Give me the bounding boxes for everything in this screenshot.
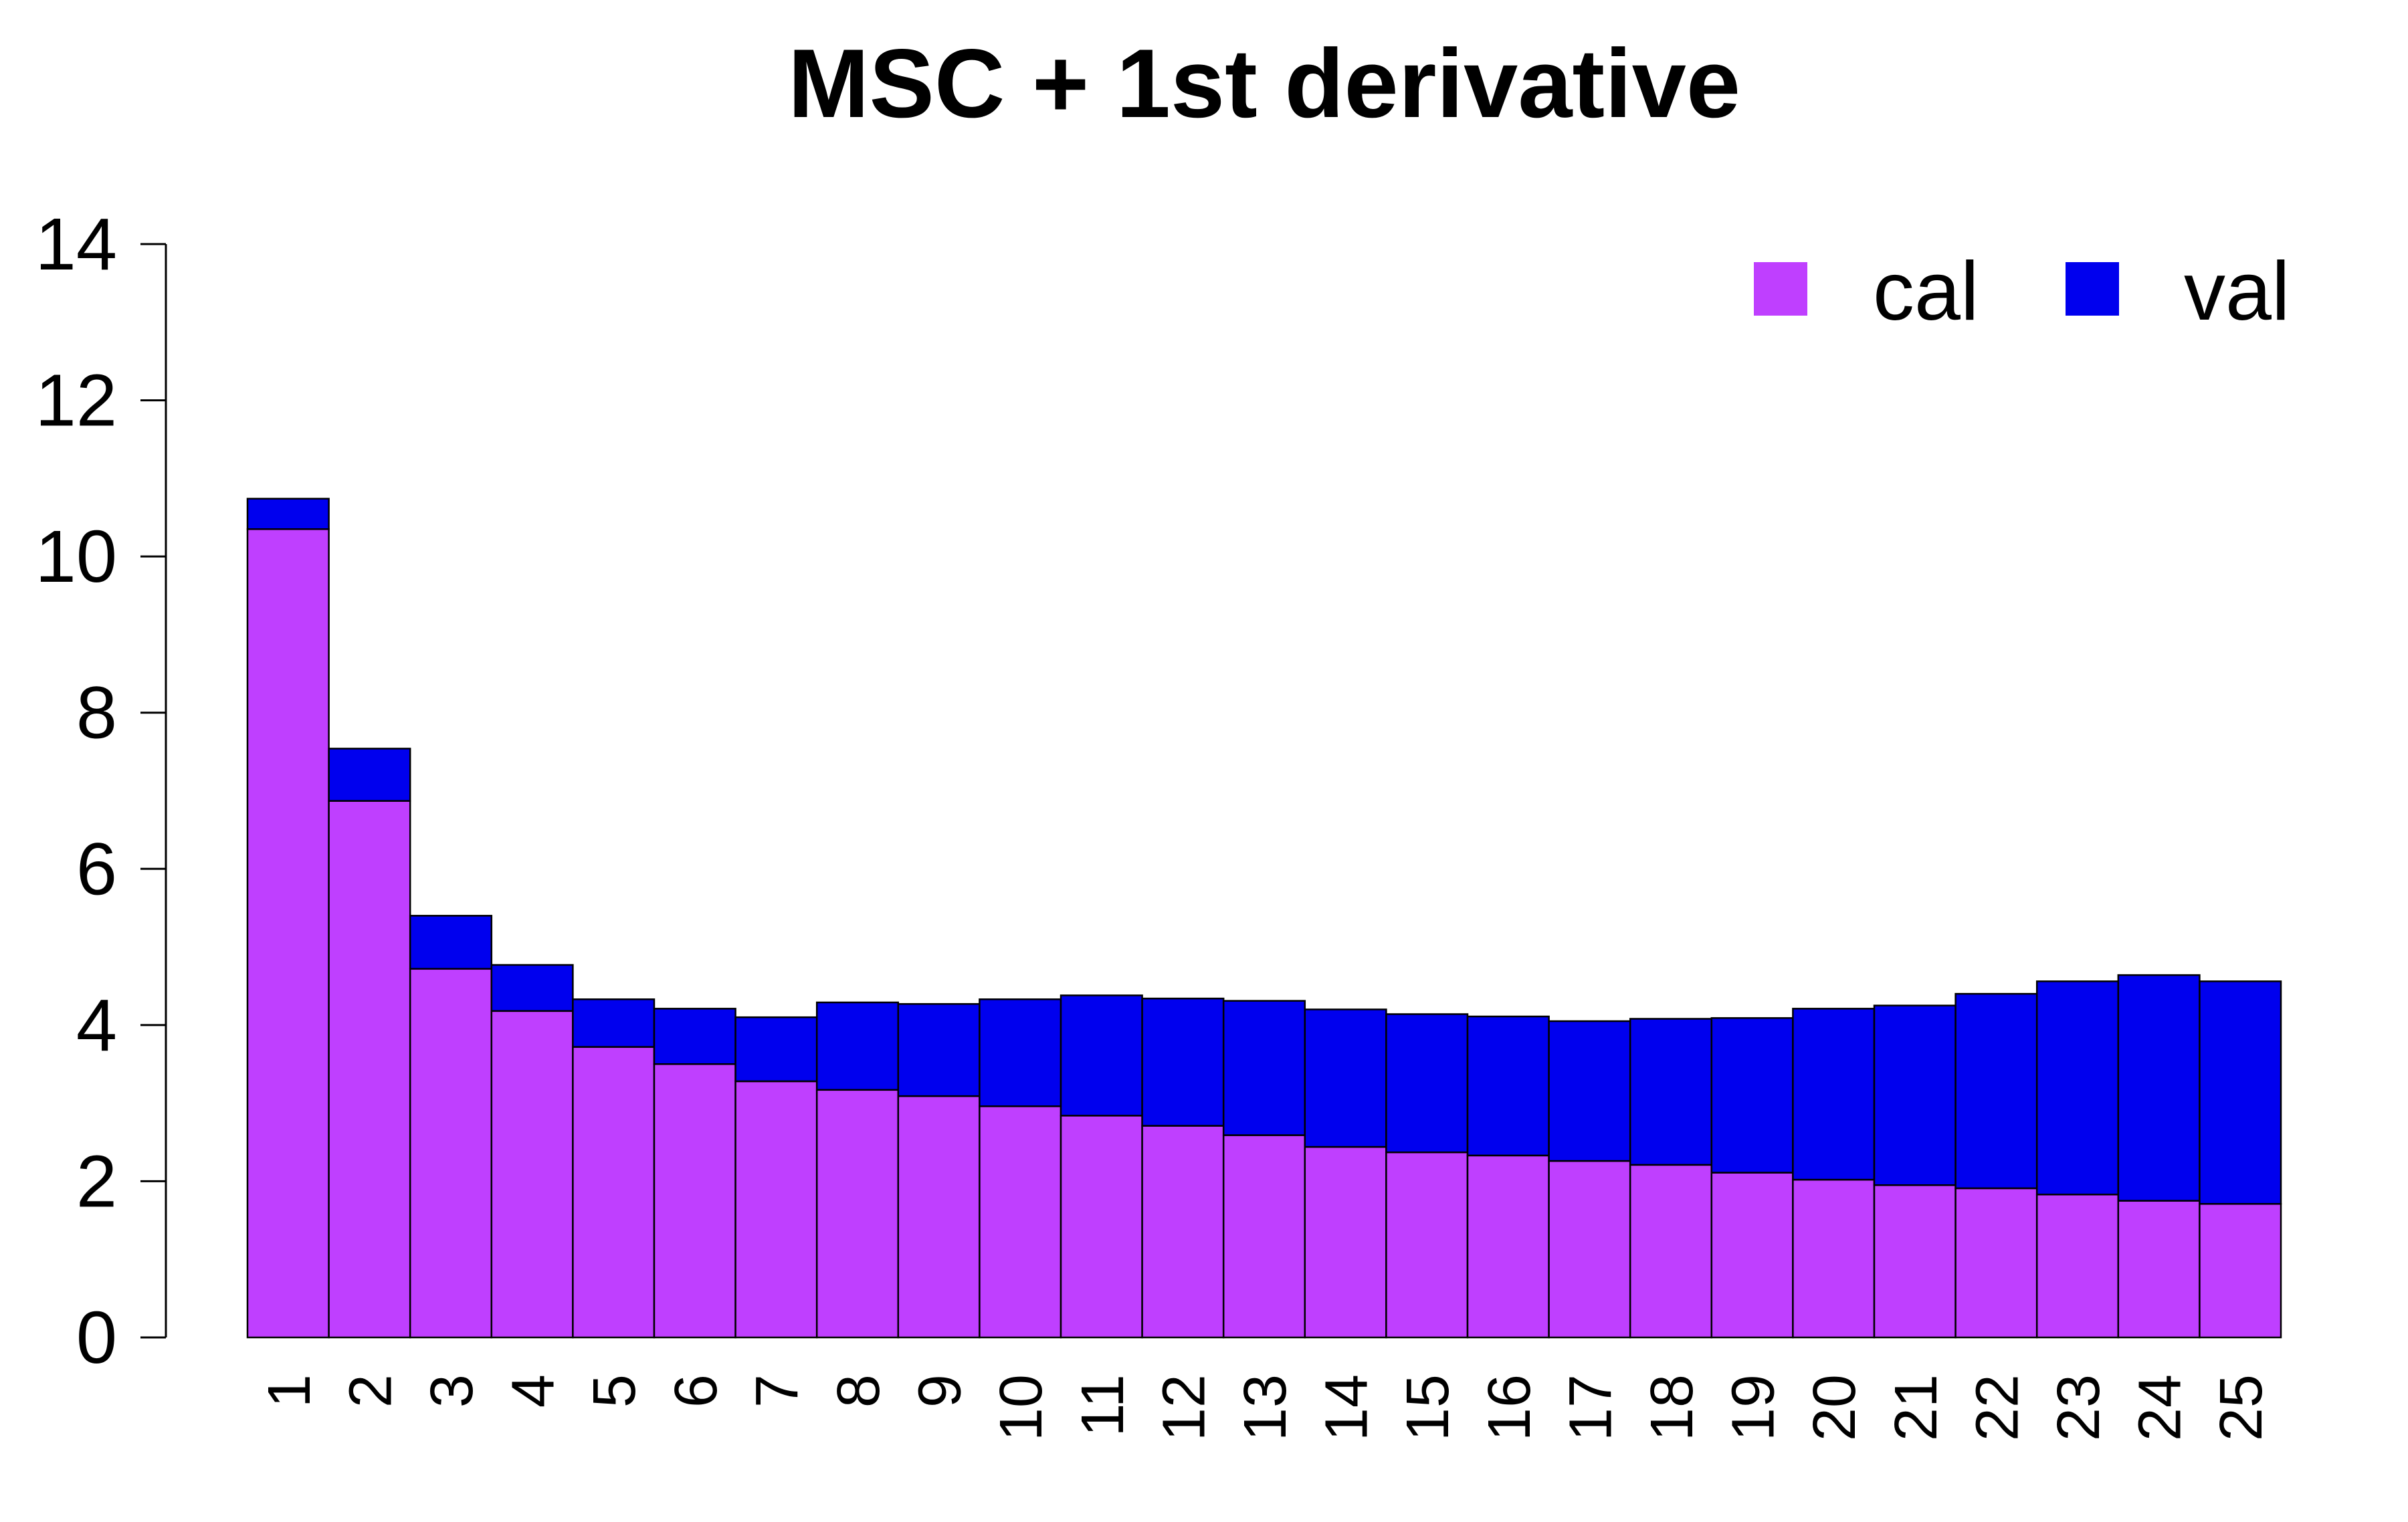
bar-val-24 bbox=[2117, 974, 2201, 1202]
y-tick-label: 0 bbox=[76, 1297, 117, 1379]
bar-cal-22 bbox=[1954, 1187, 2038, 1339]
bar-cal-24 bbox=[2117, 1200, 2201, 1339]
bar-cal-18 bbox=[1629, 1164, 1713, 1339]
bar-val-11 bbox=[1060, 994, 1143, 1117]
x-tick-label: 23 bbox=[2045, 1374, 2112, 1441]
bar-cal-4 bbox=[490, 1010, 574, 1339]
bar-val-7 bbox=[734, 1016, 818, 1083]
x-tick-label: 8 bbox=[825, 1374, 892, 1408]
bar-cal-25 bbox=[2199, 1203, 2282, 1339]
x-tick-label: 17 bbox=[1557, 1374, 1624, 1441]
bar-val-2 bbox=[328, 748, 411, 802]
bar-val-13 bbox=[1222, 1000, 1306, 1136]
bar-cal-15 bbox=[1385, 1151, 1469, 1339]
bars bbox=[246, 498, 2282, 1339]
bar-cal-16 bbox=[1466, 1154, 1550, 1339]
y-tick-label: 12 bbox=[35, 360, 117, 442]
x-tick-label: 25 bbox=[2208, 1374, 2275, 1441]
y-axis: 0 2 4 6 8 10 12 14 bbox=[35, 203, 167, 1379]
bar-cal-17 bbox=[1548, 1160, 1631, 1339]
bar-cal-1 bbox=[246, 528, 330, 1339]
y-tick-label: 2 bbox=[76, 1140, 117, 1222]
bar-val-22 bbox=[1954, 992, 2038, 1190]
bar-cal-20 bbox=[1792, 1178, 1876, 1339]
bar-val-18 bbox=[1629, 1018, 1713, 1166]
x-tick-label: 4 bbox=[500, 1374, 567, 1408]
x-tick-label: 19 bbox=[1720, 1374, 1787, 1441]
x-tick-label: 3 bbox=[419, 1374, 486, 1408]
bar-val-1 bbox=[246, 498, 330, 530]
bar-val-20 bbox=[1792, 1008, 1876, 1181]
x-tick-label: 12 bbox=[1150, 1374, 1217, 1441]
legend-label-val: val bbox=[2184, 245, 2290, 338]
y-tick-label: 4 bbox=[76, 984, 117, 1067]
x-tick-label: 7 bbox=[744, 1374, 811, 1408]
legend-label-cal: cal bbox=[1873, 245, 1979, 338]
y-tick-label: 6 bbox=[76, 828, 117, 910]
bar-val-25 bbox=[2199, 980, 2282, 1205]
bar-val-6 bbox=[653, 1008, 736, 1065]
bar-cal-13 bbox=[1222, 1134, 1306, 1339]
bar-cal-19 bbox=[1710, 1172, 1794, 1339]
x-axis-labels: 1 2 3 4 5 6 7 8 9 10 11 12 13 14 15 16 17 18 19 20 21 22 23 24 2… bbox=[256, 1374, 2275, 1441]
bar-cal-8 bbox=[815, 1089, 900, 1339]
x-tick-label: 15 bbox=[1395, 1374, 1462, 1441]
bar-cal-21 bbox=[1873, 1184, 1956, 1339]
x-tick-label: 14 bbox=[1314, 1374, 1381, 1441]
x-tick-label: 13 bbox=[1232, 1374, 1299, 1441]
bar-val-16 bbox=[1466, 1015, 1550, 1157]
bar-val-19 bbox=[1710, 1017, 1794, 1174]
x-tick-label: 9 bbox=[907, 1374, 974, 1408]
bar-cal-5 bbox=[572, 1046, 656, 1339]
bar-cal-23 bbox=[2035, 1194, 2120, 1339]
bar-cal-3 bbox=[409, 968, 493, 1339]
y-tick-label: 10 bbox=[35, 516, 117, 598]
x-tick-label: 21 bbox=[1883, 1374, 1950, 1441]
bar-cal-11 bbox=[1060, 1115, 1143, 1339]
bar-cal-10 bbox=[979, 1105, 1062, 1339]
bar-val-8 bbox=[815, 1001, 900, 1091]
x-tick-label: 22 bbox=[1964, 1374, 2031, 1441]
bar-val-12 bbox=[1141, 997, 1225, 1127]
x-tick-label: 24 bbox=[2127, 1374, 2194, 1441]
legend: cal val bbox=[1754, 245, 2290, 338]
bar-val-15 bbox=[1385, 1013, 1469, 1154]
y-tick-label: 8 bbox=[76, 672, 117, 754]
bar-val-5 bbox=[572, 998, 656, 1048]
x-tick-label: 11 bbox=[1070, 1374, 1136, 1436]
bar-val-4 bbox=[490, 964, 574, 1012]
x-tick-label: 1 bbox=[256, 1374, 323, 1408]
legend-swatch-val bbox=[2066, 262, 2119, 316]
x-tick-label: 10 bbox=[988, 1374, 1055, 1441]
x-tick-label: 18 bbox=[1639, 1374, 1706, 1441]
x-tick-label: 16 bbox=[1476, 1374, 1543, 1441]
y-tick-label: 14 bbox=[35, 203, 117, 286]
bar-val-21 bbox=[1873, 1004, 1956, 1186]
bar-val-3 bbox=[409, 915, 493, 970]
x-tick-label: 5 bbox=[581, 1374, 648, 1408]
bar-cal-7 bbox=[734, 1080, 818, 1339]
x-tick-label: 2 bbox=[337, 1374, 404, 1408]
bar-val-10 bbox=[979, 998, 1062, 1107]
legend-swatch-cal bbox=[1754, 262, 1807, 316]
bar-val-23 bbox=[2035, 980, 2120, 1196]
bar-cal-14 bbox=[1304, 1146, 1387, 1339]
x-tick-label: 20 bbox=[1801, 1374, 1868, 1441]
bar-cal-12 bbox=[1141, 1125, 1225, 1339]
bar-cal-9 bbox=[897, 1095, 981, 1339]
bar-val-14 bbox=[1304, 1008, 1387, 1148]
bar-val-9 bbox=[897, 1003, 981, 1097]
bar-cal-6 bbox=[653, 1063, 736, 1339]
chart-title: MSC + 1st derivative bbox=[788, 29, 1740, 138]
bar-val-17 bbox=[1548, 1020, 1631, 1162]
x-tick-label: 6 bbox=[663, 1374, 730, 1408]
bar-cal-2 bbox=[328, 800, 411, 1339]
